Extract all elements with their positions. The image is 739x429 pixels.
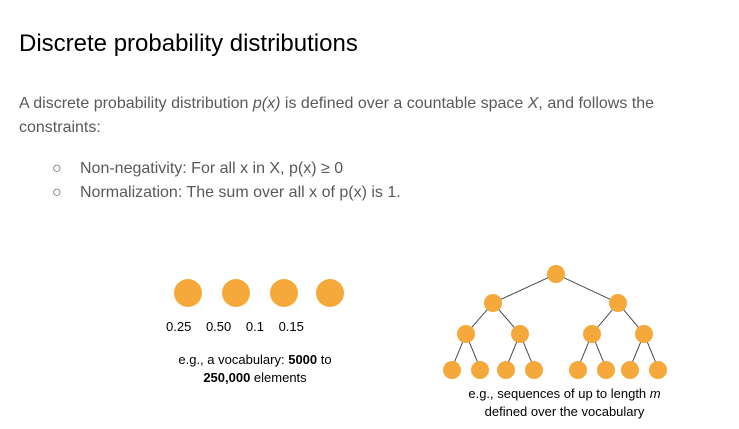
probability-label: 0.25 <box>166 319 192 334</box>
tree-leaf-node <box>597 361 615 379</box>
vocab-element-dot <box>270 279 298 307</box>
constraint-item-normalization: ○ Normalization: The sum over all x of p… <box>52 181 401 205</box>
probability-labels: 0.25 0.50 0.1 0.15 <box>166 319 315 334</box>
probability-label: 0.15 <box>278 319 304 334</box>
probability-label: 0.1 <box>245 319 264 334</box>
intro-space: X <box>527 95 539 112</box>
caption-text: defined over the vocabulary <box>484 404 645 419</box>
intro-px: p(x) <box>252 95 281 112</box>
bullet-circle-icon: ○ <box>52 184 62 201</box>
tree-nodes <box>443 265 667 379</box>
caption-bold: 250,000 <box>203 370 251 385</box>
tree-leaf-node <box>621 361 639 379</box>
intro-paragraph: A discrete probability distribution p(x)… <box>19 92 724 140</box>
tree-leaf-node <box>471 361 489 379</box>
vocabulary-dots <box>174 279 348 309</box>
tree-leaf-node <box>443 361 461 379</box>
tree-node <box>484 294 502 312</box>
tree-leaf-node <box>525 361 543 379</box>
caption-variable: m <box>649 386 661 401</box>
tree-node <box>457 325 475 343</box>
caption-text: e.g., a vocabulary: <box>178 352 289 367</box>
probability-label: 0.50 <box>205 319 232 334</box>
slide-title: Discrete probability distributions <box>19 30 358 57</box>
tree-edge <box>555 273 619 304</box>
tree-node <box>583 325 601 343</box>
intro-text-2: is defined over a countable space <box>280 95 528 112</box>
constraint-text: Non-negativity: For all x in X, p(x) ≥ 0 <box>80 160 344 177</box>
tree-node <box>609 294 627 312</box>
constraint-item-non-negativity: ○ Non-negativity: For all x in X, p(x) ≥… <box>52 157 401 181</box>
tree-node <box>635 325 653 343</box>
caption-text: elements <box>250 370 307 385</box>
intro-text-3: , and follows the constraints: <box>19 95 655 136</box>
tree-node <box>511 325 529 343</box>
sequences-caption: e.g., sequences of up to length m define… <box>432 385 697 421</box>
tree-leaf-node <box>649 361 667 379</box>
caption-bold: 5000 <box>288 352 318 367</box>
bullet-circle-icon: ○ <box>52 160 62 177</box>
tree-edge <box>492 273 557 304</box>
caption-text: e.g., sequences of up to length <box>468 386 650 401</box>
vocab-element-dot <box>316 279 344 307</box>
tree-edges <box>451 273 659 369</box>
constraint-text: Normalization: The sum over all x of p(x… <box>80 184 401 201</box>
constraints-list: ○ Non-negativity: For all x in X, p(x) ≥… <box>52 157 401 205</box>
vocab-element-dot <box>174 279 202 307</box>
caption-text: to <box>317 352 332 367</box>
tree-root-node <box>547 265 565 283</box>
tree-leaf-node <box>497 361 515 379</box>
vocabulary-caption: e.g., a vocabulary: 5000 to 250,000 elem… <box>150 351 360 387</box>
intro-text-1: A discrete probability distribution <box>19 95 253 112</box>
tree-leaf-node <box>569 361 587 379</box>
vocab-element-dot <box>222 279 250 307</box>
sequence-tree-diagram <box>443 265 667 379</box>
